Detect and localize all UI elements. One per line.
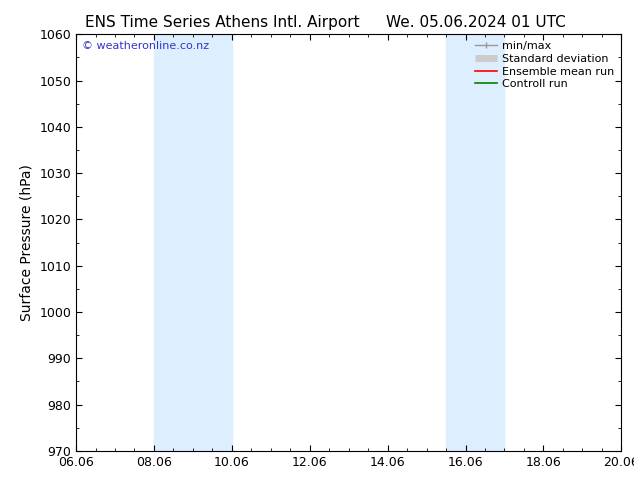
- Text: We. 05.06.2024 01 UTC: We. 05.06.2024 01 UTC: [385, 15, 566, 30]
- Legend: min/max, Standard deviation, Ensemble mean run, Controll run: min/max, Standard deviation, Ensemble me…: [471, 38, 618, 93]
- Text: © weatheronline.co.nz: © weatheronline.co.nz: [82, 41, 209, 50]
- Bar: [154, 34, 193, 451]
- Bar: [446, 34, 485, 451]
- Bar: [485, 34, 505, 451]
- Y-axis label: Surface Pressure (hPa): Surface Pressure (hPa): [20, 164, 34, 321]
- Bar: [193, 34, 232, 451]
- Text: ENS Time Series Athens Intl. Airport: ENS Time Series Athens Intl. Airport: [84, 15, 359, 30]
